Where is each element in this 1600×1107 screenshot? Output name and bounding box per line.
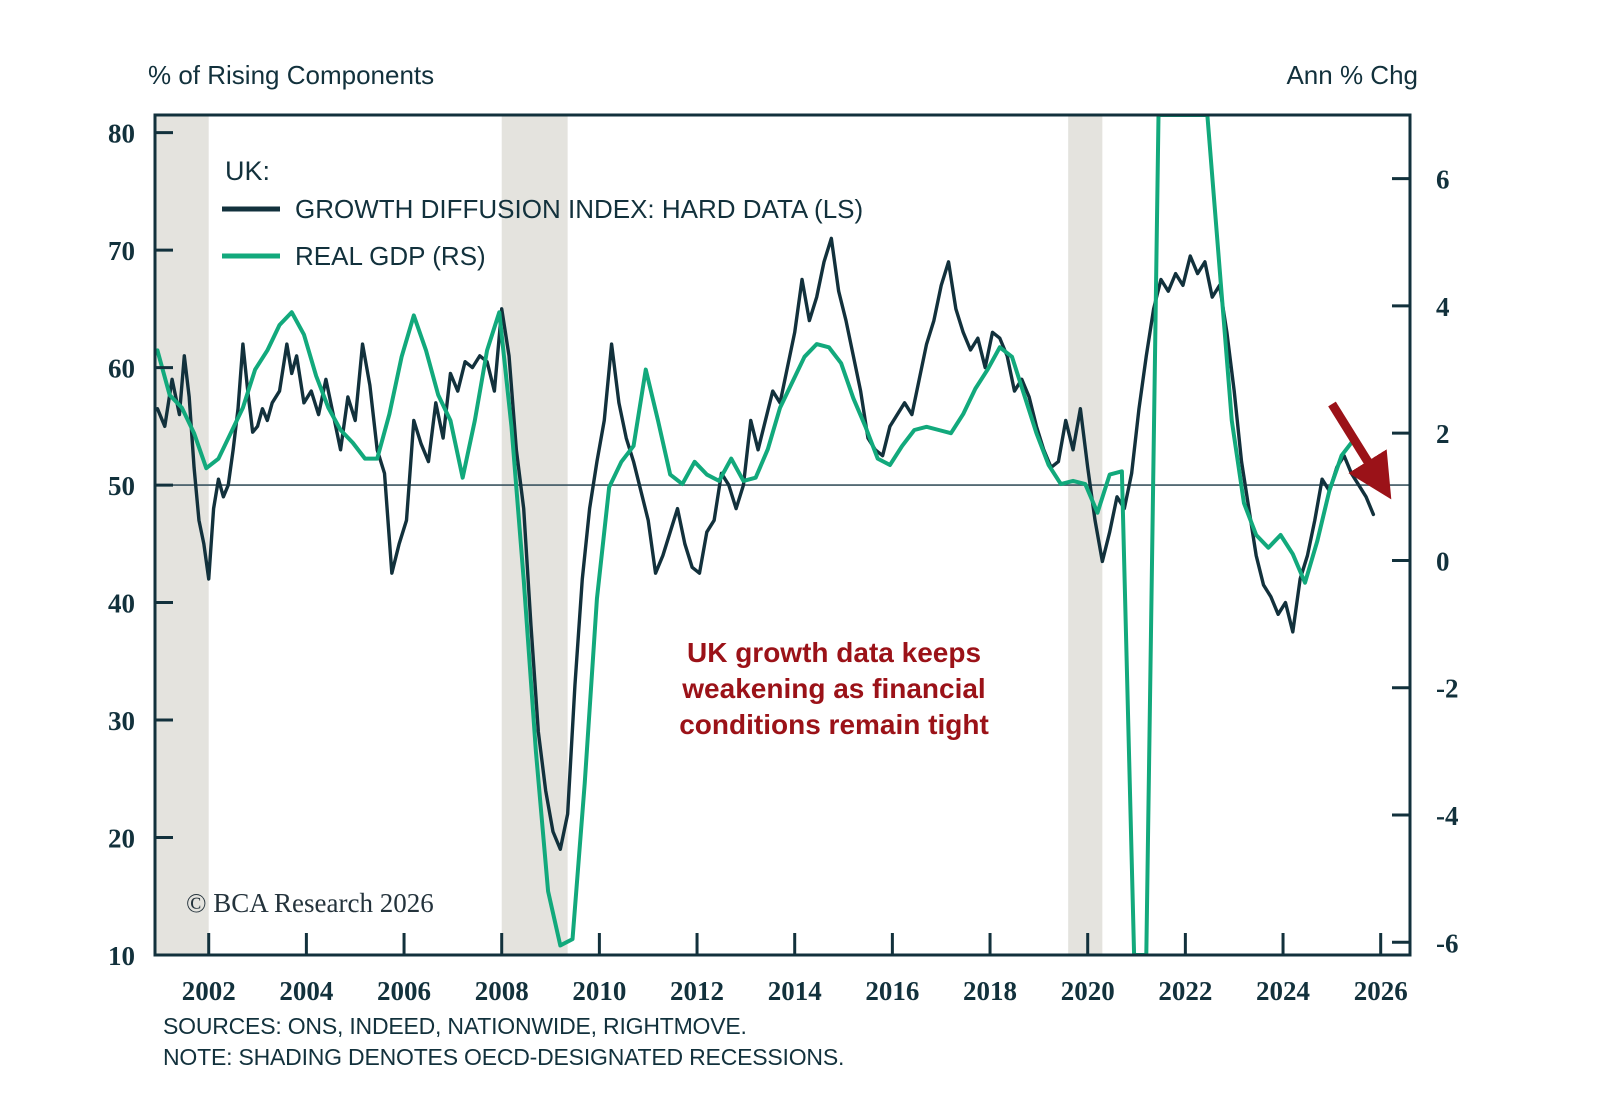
- right-axis-title: Ann % Chg: [1286, 60, 1418, 90]
- legend-group: UK: GROWTH DIFFUSION INDEX: HARD DATA (LS…: [222, 156, 863, 271]
- annotation-line-2: conditions remain tight: [679, 709, 989, 740]
- x-tick-label: 2008: [475, 976, 529, 1006]
- trend-arrow: [1328, 401, 1392, 500]
- left-tick-label: 20: [108, 824, 135, 854]
- left-tick-label: 30: [108, 706, 135, 736]
- recession-band-0: [155, 115, 209, 955]
- recession-shading-group: [155, 115, 1103, 955]
- left-axis-title-wrap: % of Rising Components: [148, 60, 434, 91]
- right-tick-label: 4: [1436, 292, 1450, 322]
- right-axis-group: -6 -4 -2 0 2 4 6: [1392, 165, 1459, 958]
- x-tick-label: 2020: [1061, 976, 1115, 1006]
- x-tick-label: 2016: [865, 976, 919, 1006]
- right-tick-label: 6: [1436, 165, 1450, 195]
- legend-label-1: REAL GDP (RS): [295, 241, 486, 271]
- left-axis-group: 10 20 30 40 50 60 70 80: [108, 119, 173, 971]
- annotation-group: UK growth data keeps weakening as financi…: [679, 401, 1392, 740]
- left-tick-label: 50: [108, 471, 135, 501]
- left-tick-label: 60: [108, 354, 135, 384]
- x-tick-label: 2024: [1256, 976, 1310, 1006]
- right-tick-label: -4: [1436, 801, 1459, 831]
- x-tick-label: 2004: [279, 976, 333, 1006]
- x-tick-label: 2018: [963, 976, 1017, 1006]
- annotation-line-0: UK growth data keeps: [687, 637, 981, 668]
- series-line-0: [155, 236, 1376, 851]
- plot-border: [153, 113, 1412, 957]
- x-tick-label: 2002: [182, 976, 236, 1006]
- right-tick-label: 2: [1436, 419, 1450, 449]
- left-tick-label: 40: [108, 589, 135, 619]
- left-tick-label: 70: [108, 236, 135, 266]
- x-axis-group: 2002 2004 2006 2008 2010 2012 2014 2016 2018 2020…: [182, 933, 1408, 1006]
- right-tick-label: 0: [1436, 546, 1450, 576]
- right-axis-title-wrap: Ann % Chg: [1286, 60, 1418, 91]
- right-tick-label: -6: [1436, 928, 1459, 958]
- recession-band-1: [501, 115, 568, 955]
- copyright-text: © BCA Research 2026: [186, 888, 434, 918]
- right-tick-label: -2: [1436, 674, 1459, 704]
- x-tick-label: 2012: [670, 976, 724, 1006]
- legend-label-0: GROWTH DIFFUSION INDEX: HARD DATA (LS): [295, 194, 863, 224]
- series-group: [155, 115, 1376, 955]
- left-axis-title: % of Rising Components: [148, 60, 435, 90]
- legend-heading: UK:: [225, 156, 270, 186]
- series-line-1: [155, 115, 1376, 955]
- x-tick-label: 2026: [1354, 976, 1408, 1006]
- x-tick-label: 2022: [1158, 976, 1212, 1006]
- x-tick-label: 2010: [572, 976, 626, 1006]
- footnote-0: SOURCES: ONS, INDEED, NATIONWIDE, RIGHTM…: [163, 1013, 747, 1039]
- x-tick-label: 2014: [768, 976, 822, 1006]
- x-tick-label: 2006: [377, 976, 431, 1006]
- left-tick-label: 10: [108, 941, 135, 971]
- annotation-line-1: weakening as financial: [681, 673, 985, 704]
- footnote-1: NOTE: SHADING DENOTES OECD-DESIGNATED RE…: [163, 1044, 844, 1070]
- plot-background: [155, 115, 1410, 955]
- left-tick-label: 80: [108, 119, 135, 149]
